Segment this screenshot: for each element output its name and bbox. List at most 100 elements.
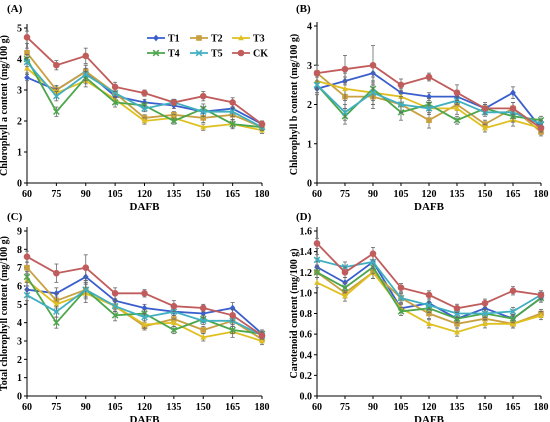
x-tick-label: 150 [478, 402, 493, 413]
data-point-T4 [170, 117, 178, 125]
data-point-T4 [453, 116, 461, 124]
x-tick-label: 60 [312, 189, 322, 200]
data-point-CK [199, 92, 207, 100]
marker-stroke [23, 273, 31, 281]
y-tick-label: 7 [17, 263, 22, 274]
y-tick-label: 9 [17, 227, 22, 238]
y-tick-label: 1 [307, 139, 312, 150]
y-tick-label: 0.8 [300, 309, 313, 320]
marker-stroke [509, 315, 517, 322]
legend-label: T5 [211, 49, 223, 60]
data-point-CK [425, 291, 433, 299]
x-tick-label: 105 [108, 189, 123, 200]
data-point-T2 [454, 321, 460, 327]
y-tick-label: 3 [17, 86, 22, 97]
data-point-CK [537, 124, 545, 132]
marker-stroke [82, 71, 90, 78]
y-tick-label: 0.4 [300, 350, 313, 361]
marker-stroke [23, 291, 31, 299]
data-point-CK [481, 299, 489, 307]
data-point-CK [53, 269, 60, 277]
data-point-T2 [24, 264, 30, 271]
y-tick-label: 8 [17, 245, 22, 256]
x-tick-label: 150 [196, 402, 211, 413]
data-point-CK [453, 89, 461, 97]
y-tick-label: 1.4 [300, 247, 313, 258]
x-tick-label: 135 [450, 189, 465, 200]
data-point-CK [341, 268, 349, 276]
y-tick-label: 2 [17, 117, 22, 128]
data-point-CK [229, 312, 236, 319]
data-point-CK [141, 89, 148, 97]
panel-letter: (A) [7, 3, 23, 15]
marker-stroke [199, 317, 207, 325]
data-point-T3 [314, 279, 320, 285]
marker-stroke [509, 308, 517, 315]
y-tick-label: 0.6 [300, 330, 313, 341]
data-point-T3 [53, 301, 60, 307]
data-point-T5 [53, 308, 60, 315]
x-tick-label: 150 [478, 189, 493, 200]
panel-2: (C) 0 1 2 3 4 5 6 7 8 9 60 75 90 105 120 135 150 165 180 DAF… [0, 211, 270, 422]
data-point-T3 [398, 93, 404, 99]
x-tick-label: 135 [166, 189, 181, 200]
x-axis-label: DAFB [130, 414, 161, 422]
x-tick-label: 180 [534, 189, 549, 200]
data-point-CK [23, 34, 31, 41]
marker-stroke [453, 315, 461, 322]
legend-label: T3 [253, 34, 265, 45]
data-point-T5 [82, 71, 90, 78]
y-tick-label: 2 [307, 100, 312, 111]
x-tick-label: 135 [450, 402, 465, 413]
data-point-T2 [200, 115, 207, 121]
x-tick-label: 75 [340, 402, 350, 413]
x-tick-label: 165 [506, 402, 521, 413]
x-tick-label: 60 [22, 402, 32, 413]
y-tick-label: 3 [307, 61, 312, 72]
y-tick-label: 1 [17, 373, 22, 384]
data-point-T5 [341, 109, 349, 116]
data-point-T5 [53, 92, 60, 100]
data-point-T4 [170, 326, 178, 334]
x-tick-label: 180 [255, 402, 270, 413]
legend-item-T2: T2 [190, 34, 223, 45]
y-tick-label: 5 [17, 300, 22, 311]
y-axis-label: Carotenoid content (mg/100 g) [289, 248, 300, 378]
marker-stroke [141, 105, 148, 112]
x-tick-label: 120 [422, 402, 437, 413]
data-point-T5 [453, 310, 461, 317]
legend-item-T4: T4 [147, 49, 180, 60]
marker-stroke [170, 117, 178, 125]
data-point-CK [111, 83, 119, 91]
y-tick-label: 1 [17, 148, 22, 159]
legend-label: CK [253, 49, 268, 60]
data-point-T3 [259, 337, 265, 344]
legend-marker [238, 34, 244, 41]
data-point-T4 [53, 319, 60, 326]
data-point-CK [229, 99, 236, 106]
data-point-T4 [53, 108, 60, 116]
data-point-T4 [111, 99, 119, 106]
y-tick-label: 4 [17, 55, 22, 66]
marker-stroke [397, 101, 405, 108]
marker-stroke [53, 319, 60, 326]
series-CK [313, 45, 545, 133]
data-point-T3 [141, 117, 148, 124]
data-point-CK [82, 264, 90, 271]
series-CK [313, 237, 545, 313]
x-tick-label: 75 [51, 402, 61, 413]
marker-stroke [425, 301, 433, 309]
marker-stroke [53, 108, 60, 116]
data-point-T5 [509, 308, 517, 315]
marker-stroke [53, 92, 60, 100]
x-tick-label: 90 [368, 189, 378, 200]
y-tick-label: 2 [17, 355, 22, 366]
data-point-T4 [453, 315, 461, 322]
panel-letter: (D) [296, 211, 312, 223]
legend-item-T5: T5 [190, 49, 223, 60]
data-point-T4 [23, 273, 31, 281]
marker-stroke [23, 58, 31, 66]
data-point-T2 [426, 310, 432, 317]
x-axis-label: DAFB [414, 201, 445, 213]
